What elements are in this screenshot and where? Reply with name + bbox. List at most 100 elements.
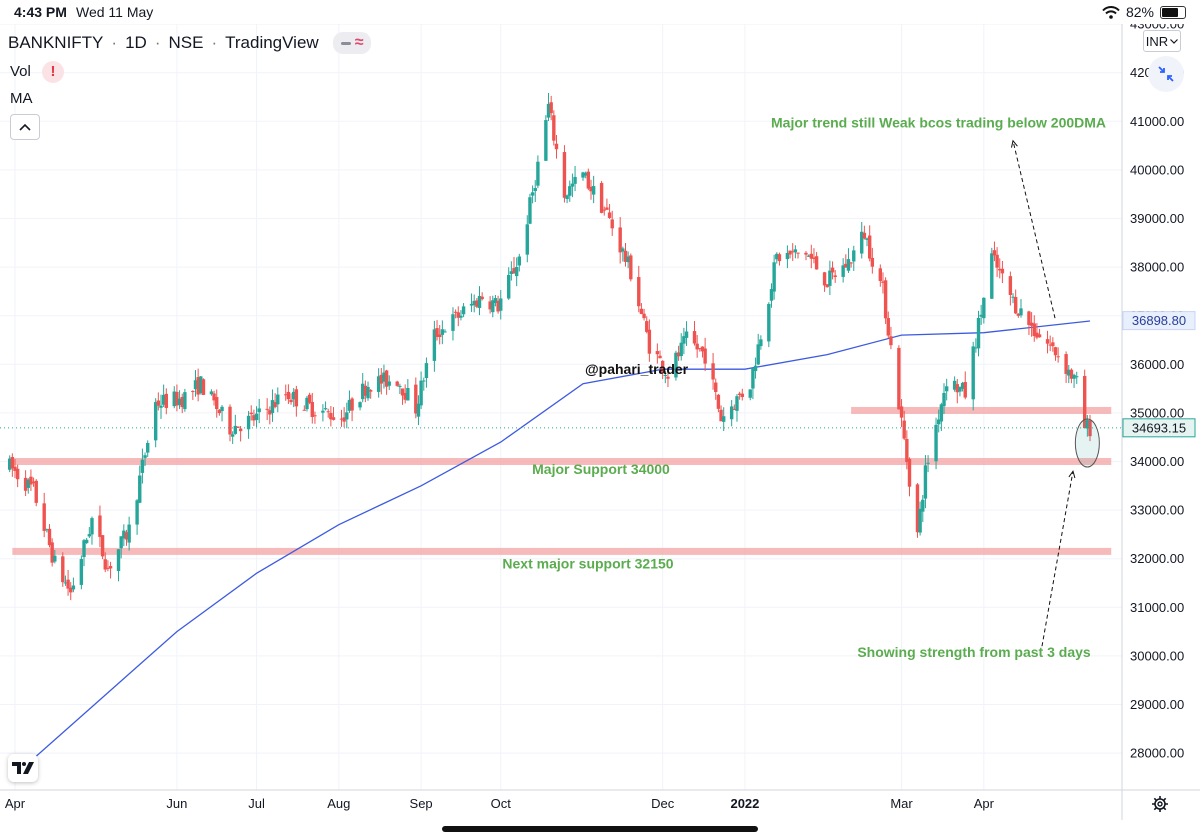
candle-body[interactable] (23, 477, 28, 491)
candle-body[interactable] (666, 376, 670, 379)
candle-body[interactable] (767, 303, 771, 342)
candle-body[interactable] (711, 363, 715, 380)
candle-body[interactable] (1053, 347, 1058, 356)
candle-body[interactable] (621, 248, 625, 252)
candle-body[interactable] (852, 250, 856, 262)
candle-body[interactable] (990, 253, 994, 299)
candle-body[interactable] (785, 252, 790, 260)
candle-body[interactable] (313, 415, 317, 417)
candle-body[interactable] (533, 188, 537, 192)
candle-body[interactable] (979, 314, 983, 317)
vol-indicator-label[interactable]: Vol (10, 63, 31, 80)
candle-body[interactable] (437, 334, 442, 338)
candle-body[interactable] (361, 383, 365, 400)
candle-body[interactable] (751, 368, 755, 389)
candle-body[interactable] (679, 342, 683, 357)
candle-body[interactable] (544, 120, 548, 161)
candle-body[interactable] (376, 376, 381, 392)
candle-body[interactable] (714, 382, 718, 393)
candle-body[interactable] (1032, 323, 1036, 337)
candle-body[interactable] (937, 419, 941, 425)
candle-body[interactable] (7, 458, 12, 470)
candle-body[interactable] (814, 256, 819, 270)
candle-body[interactable] (939, 404, 944, 422)
candle-body[interactable] (1027, 311, 1031, 325)
candle-body[interactable] (199, 376, 203, 394)
candle-body[interactable] (833, 275, 837, 278)
candle-body[interactable] (881, 281, 885, 283)
candle-body[interactable] (870, 257, 875, 267)
settings-button[interactable] (1150, 794, 1170, 814)
candle-body[interactable] (722, 416, 726, 422)
candle-body[interactable] (61, 556, 65, 583)
candle-body[interactable] (1016, 313, 1021, 316)
trend-annotation[interactable]: Major trend still Weak bcos trading belo… (771, 115, 1106, 131)
candle-body[interactable] (899, 406, 904, 418)
candle-body[interactable] (958, 386, 962, 392)
candle-body[interactable] (1019, 308, 1023, 316)
candle-body[interactable] (589, 186, 593, 192)
candle-body[interactable] (825, 284, 829, 288)
candle-body[interactable] (663, 374, 668, 376)
candle-body[interactable] (398, 385, 402, 387)
candle-body[interactable] (1051, 342, 1055, 347)
candle-body[interactable] (276, 394, 280, 405)
candle-body[interactable] (1067, 369, 1071, 376)
candle-body[interactable] (323, 408, 328, 410)
candle-body[interactable] (607, 212, 612, 218)
candle-body[interactable] (883, 280, 888, 319)
candle-body[interactable] (610, 219, 614, 229)
candle-body[interactable] (90, 518, 94, 535)
candle-body[interactable] (499, 298, 503, 311)
candle-body[interactable] (422, 380, 426, 382)
candle-body[interactable] (53, 555, 57, 562)
exit-fullscreen-button[interactable] (1148, 56, 1184, 92)
candle-body[interactable] (294, 389, 299, 407)
candle-body[interactable] (384, 370, 389, 387)
candle-body[interactable] (103, 559, 107, 570)
candle-body[interactable] (1085, 420, 1090, 429)
candle-body[interactable] (209, 391, 214, 395)
strength-annotation[interactable]: Showing strength from past 3 days (857, 644, 1091, 660)
candle-body[interactable] (682, 336, 686, 344)
candle-body[interactable] (230, 434, 235, 437)
candle-body[interactable] (517, 256, 522, 266)
candle-body[interactable] (915, 484, 920, 533)
candle-body[interactable] (71, 585, 76, 590)
candle-body[interactable] (944, 386, 949, 392)
candle-body[interactable] (976, 317, 981, 349)
candle-body[interactable] (1082, 375, 1087, 429)
candle-body[interactable] (642, 313, 646, 319)
candle-body[interactable] (570, 183, 575, 187)
candle-body[interactable] (432, 329, 437, 361)
candle-body[interactable] (286, 391, 291, 400)
candle-body[interactable] (942, 392, 946, 407)
candle-body[interactable] (10, 457, 15, 469)
candle-body[interactable] (15, 468, 20, 480)
candle-body[interactable] (456, 312, 460, 318)
symbol-name[interactable]: BANKNIFTY (8, 33, 104, 52)
candle-body[interactable] (292, 391, 296, 400)
candle-body[interactable] (387, 381, 391, 386)
candle-body[interactable] (897, 347, 901, 410)
candle-body[interactable] (1013, 296, 1018, 314)
candle-body[interactable] (971, 346, 975, 400)
candle-body[interactable] (363, 385, 368, 396)
candle-body[interactable] (321, 410, 325, 413)
candle-body[interactable] (440, 329, 445, 335)
candle-body[interactable] (740, 393, 744, 398)
candle-body[interactable] (246, 415, 251, 430)
candle-body[interactable] (1008, 276, 1013, 295)
candle-body[interactable] (599, 182, 604, 213)
candle-body[interactable] (995, 254, 999, 268)
candle-body[interactable] (13, 466, 17, 471)
candle-body[interactable] (549, 102, 553, 114)
candle-body[interactable] (215, 397, 219, 410)
candle-body[interactable] (345, 412, 349, 420)
candle-body[interactable] (47, 528, 52, 546)
candle-body[interactable] (395, 381, 399, 386)
candle-body[interactable] (419, 380, 423, 406)
candle-body[interactable] (806, 255, 811, 257)
candle-body[interactable] (844, 263, 848, 268)
candle-body[interactable] (934, 424, 938, 462)
